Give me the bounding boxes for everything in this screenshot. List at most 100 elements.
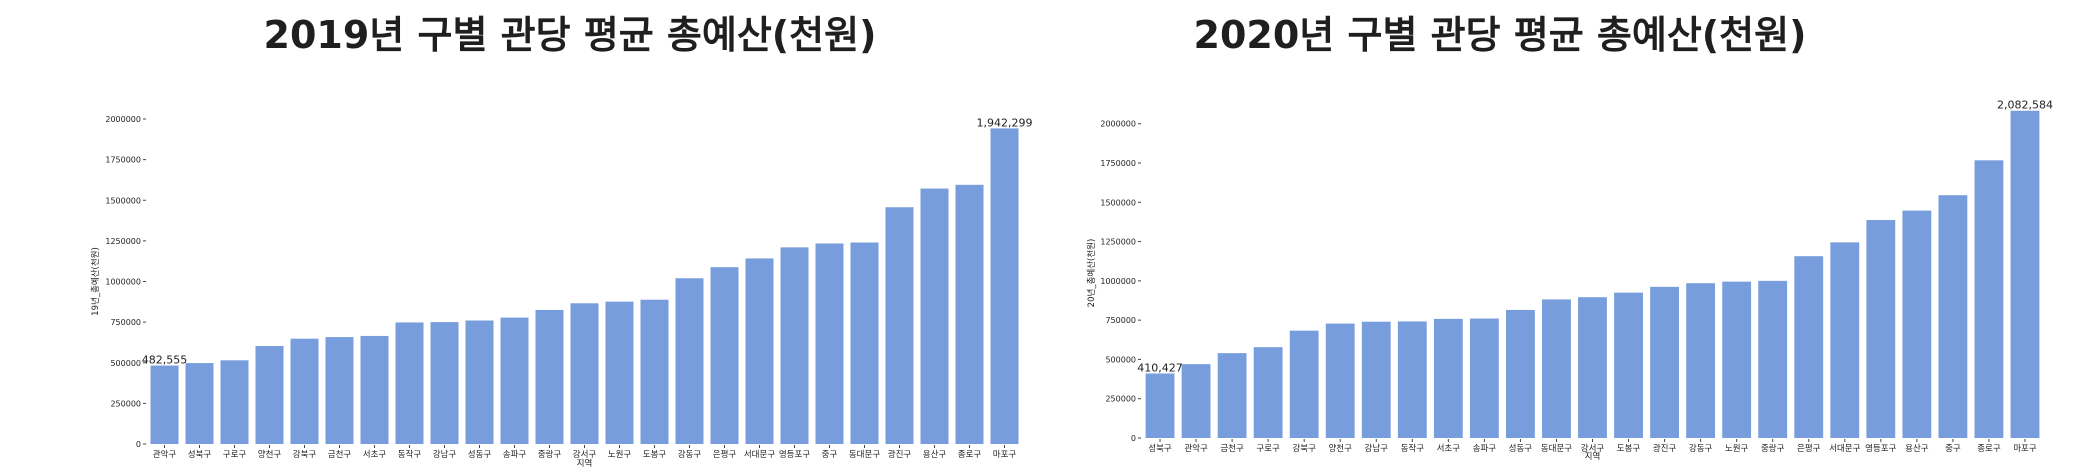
bar-도봉구 — [1614, 292, 1643, 438]
x-tick-label: 노원구 — [1725, 444, 1749, 454]
bar-성동구 — [465, 320, 494, 444]
x-axis-label: 지역 — [1585, 451, 1601, 462]
bar-강서구 — [570, 303, 599, 444]
x-tick-label: 서대문구 — [744, 450, 775, 460]
bar-광진구 — [885, 207, 914, 444]
x-tick-label: 성동구 — [468, 450, 492, 460]
data-label: 410,427 — [1137, 362, 1183, 375]
data-label: 482,555 — [142, 354, 188, 367]
y-tick-label: 500000 — [1105, 355, 1136, 364]
y-tick-label: 500000 — [110, 359, 141, 368]
bar-종로구 — [1974, 160, 2004, 439]
bar-중구 — [1938, 195, 1968, 438]
y-tick-label: 250000 — [1105, 395, 1136, 404]
bar-동대문구 — [850, 242, 879, 444]
x-tick-label: 도봉구 — [1617, 444, 1641, 454]
bar-은평구 — [1794, 256, 1824, 438]
x-tick-label: 서초구 — [363, 450, 387, 460]
bar-중랑구 — [1758, 280, 1788, 438]
bar-용산구 — [920, 188, 949, 444]
x-tick-label: 성북구 — [1148, 444, 1172, 454]
y-tick-label: 2000000 — [1100, 120, 1136, 129]
x-tick-label: 관악구 — [153, 449, 177, 460]
chart-title-2020: 2020년 구별 관당 평균 총예산(천원) — [1193, 13, 1807, 57]
y-tick-label: 1250000 — [1100, 238, 1136, 247]
x-tick-label: 강북구 — [293, 449, 317, 460]
bar-동작구 — [395, 322, 424, 444]
bar-송파구 — [1469, 318, 1499, 438]
x-tick-label: 영등포구 — [779, 449, 810, 460]
x-tick-label: 종로구 — [958, 450, 982, 460]
x-tick-label: 종로구 — [1977, 444, 2001, 454]
x-tick-label: 중구 — [822, 450, 838, 460]
x-tick-label: 관악구 — [1184, 443, 1208, 454]
bar-은평구 — [710, 267, 739, 444]
x-tick-label: 중구 — [1945, 444, 1961, 454]
x-tick-label: 서대문구 — [1829, 444, 1860, 454]
x-tick-label: 강서구 — [1581, 443, 1605, 454]
x-tick-label: 강동구 — [678, 449, 702, 460]
y-tick-label: 1750000 — [1100, 159, 1136, 168]
x-tick-label: 금천구 — [328, 449, 352, 460]
x-tick-label: 중랑구 — [538, 449, 562, 460]
bar-송파구 — [500, 317, 529, 444]
y-tick-label: 0 — [136, 440, 141, 449]
x-tick-label: 중랑구 — [1761, 443, 1785, 454]
bar-관악구 — [1181, 364, 1211, 438]
y-tick-label: 0 — [1131, 434, 1136, 443]
x-tick-label: 강남구 — [1365, 443, 1389, 454]
chart-title-2019: 2019년 구별 관당 평균 총예산(천원) — [263, 13, 877, 57]
bar-강남구 — [430, 322, 459, 444]
data-label: 2,082,584 — [1997, 99, 2053, 112]
bar-종로구 — [955, 184, 984, 444]
y-tick-label: 1250000 — [105, 237, 141, 246]
bar-관악구 — [150, 365, 179, 444]
bar-chart-2020: 0 250000 500000 750000 1000000 1250000 1500000… — [1086, 99, 2053, 462]
y-tick-label: 1000000 — [1100, 277, 1136, 286]
bar-서대문구 — [1830, 242, 1860, 438]
y-axis-label: 20년_총예산(천원) — [1086, 239, 1097, 308]
bar-성북구 — [185, 363, 214, 444]
y-tick-label: 1750000 — [105, 156, 141, 165]
x-tick-label: 마포구 — [993, 450, 1017, 460]
y-tick-label: 1500000 — [105, 196, 141, 205]
x-tick-label: 은평구 — [713, 449, 737, 460]
bar-중랑구 — [535, 309, 564, 444]
x-tick-label: 성동구 — [1509, 444, 1533, 454]
x-tick-label: 노원구 — [608, 450, 632, 460]
bar-동대문구 — [1542, 299, 1571, 438]
bar-성북구 — [1145, 373, 1175, 438]
bar-노원구 — [605, 301, 634, 444]
bar-양천구 — [1325, 323, 1355, 438]
x-tick-label: 은평구 — [1797, 443, 1821, 454]
bar-강남구 — [1361, 321, 1391, 438]
bar-광진구 — [1650, 286, 1679, 438]
y-tick-label: 250000 — [110, 399, 141, 408]
y-tick-label: 750000 — [110, 318, 141, 327]
x-tick-label: 동대문구 — [1541, 444, 1572, 454]
bar-용산구 — [1902, 210, 1932, 438]
bar-서초구 — [360, 335, 389, 444]
x-tick-label: 광진구 — [888, 449, 912, 460]
bar-도봉구 — [640, 299, 669, 444]
bar-중구 — [815, 243, 844, 444]
bar-성동구 — [1506, 309, 1535, 438]
x-tick-label: 강동구 — [1689, 443, 1713, 454]
bar-구로구 — [1253, 347, 1283, 438]
bar-chart-2019: 0 250000 500000 750000 1000000 1250000 1500000… — [90, 115, 1033, 469]
y-tick-label: 1000000 — [105, 278, 141, 287]
data-label: 1,942,299 — [977, 116, 1033, 129]
bar-금천구 — [325, 337, 354, 444]
bar-금천구 — [1217, 353, 1247, 438]
x-tick-label: 마포구 — [2013, 444, 2037, 454]
bar-강북구 — [1289, 330, 1319, 438]
x-tick-label: 도봉구 — [643, 450, 667, 460]
bar-강북구 — [290, 338, 319, 444]
x-tick-label: 광진구 — [1653, 443, 1677, 454]
bar-양천구 — [255, 346, 284, 444]
x-tick-label: 구로구 — [223, 450, 247, 460]
x-tick-label: 강서구 — [573, 449, 597, 460]
x-tick-label: 영등포구 — [1865, 443, 1896, 454]
x-tick-label: 구로구 — [1256, 444, 1280, 454]
x-tick-label: 서초구 — [1437, 444, 1461, 454]
